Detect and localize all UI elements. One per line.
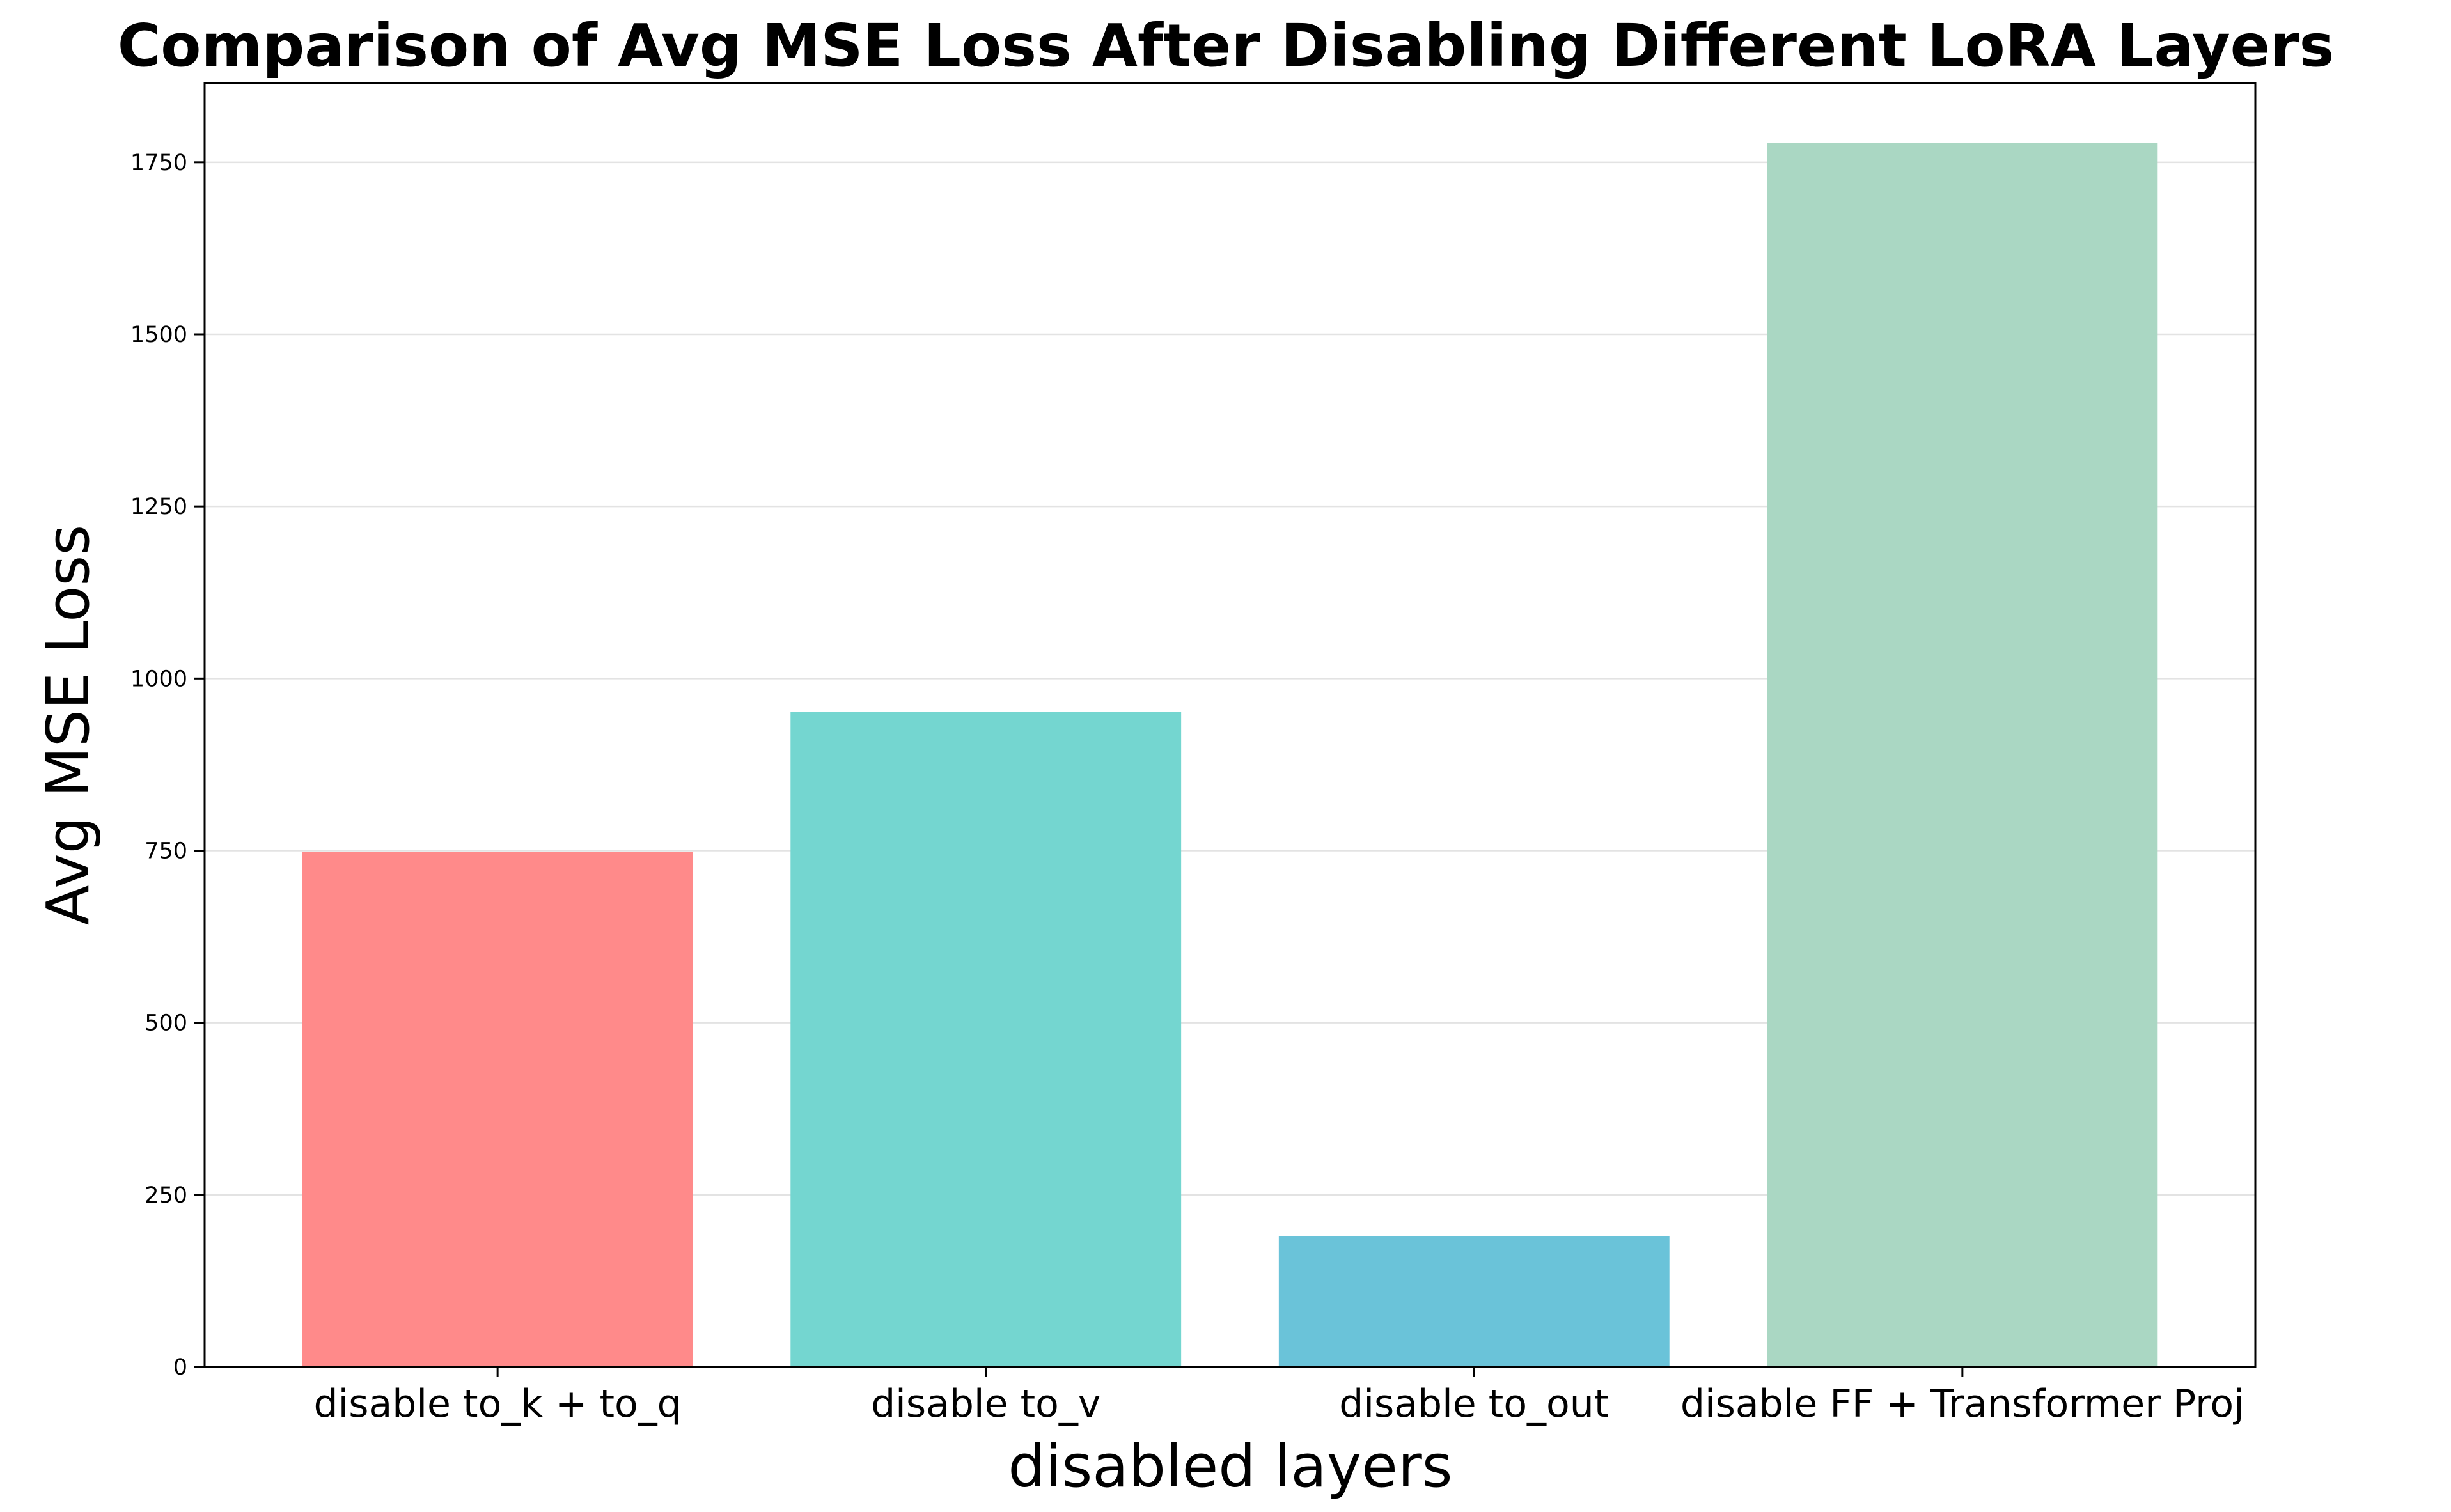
bars	[302, 143, 2158, 1367]
bar-1	[302, 852, 693, 1367]
bar-2	[790, 712, 1182, 1367]
y-tick-label: 1250	[130, 494, 187, 520]
x-tick-label: disable FF + Transformer Proj	[1680, 1382, 2244, 1426]
y-tick-label: 750	[145, 838, 187, 864]
x-tick-label: disable to_v	[871, 1382, 1100, 1426]
y-axis-ticks: 0 250 500 750 1000 1250 1500 1750	[130, 150, 205, 1380]
plot-frame	[203, 82, 2257, 1368]
bar-4	[1767, 143, 2158, 1367]
chart-title: Comparison of Avg MSE Loss After Disabli…	[118, 12, 2334, 80]
x-tick-label: disable to_out	[1339, 1382, 1609, 1426]
y-tick-label: 250	[145, 1183, 187, 1208]
y-tick-label: 0	[173, 1355, 187, 1380]
y-tick-label: 500	[145, 1011, 187, 1036]
x-axis-ticks: disable to_k + to_q disable to_v disable t…	[314, 1367, 2244, 1426]
bar-3	[1278, 1236, 1670, 1367]
y-axis-label: Avg MSE Loss	[34, 525, 102, 926]
y-tick-label: 1500	[130, 322, 187, 348]
x-axis-label: disabled layers	[1008, 1432, 1452, 1500]
y-tick-label: 1000	[130, 666, 187, 692]
x-tick-label: disable to_k + to_q	[314, 1382, 682, 1426]
y-tick-label: 1750	[130, 150, 187, 176]
